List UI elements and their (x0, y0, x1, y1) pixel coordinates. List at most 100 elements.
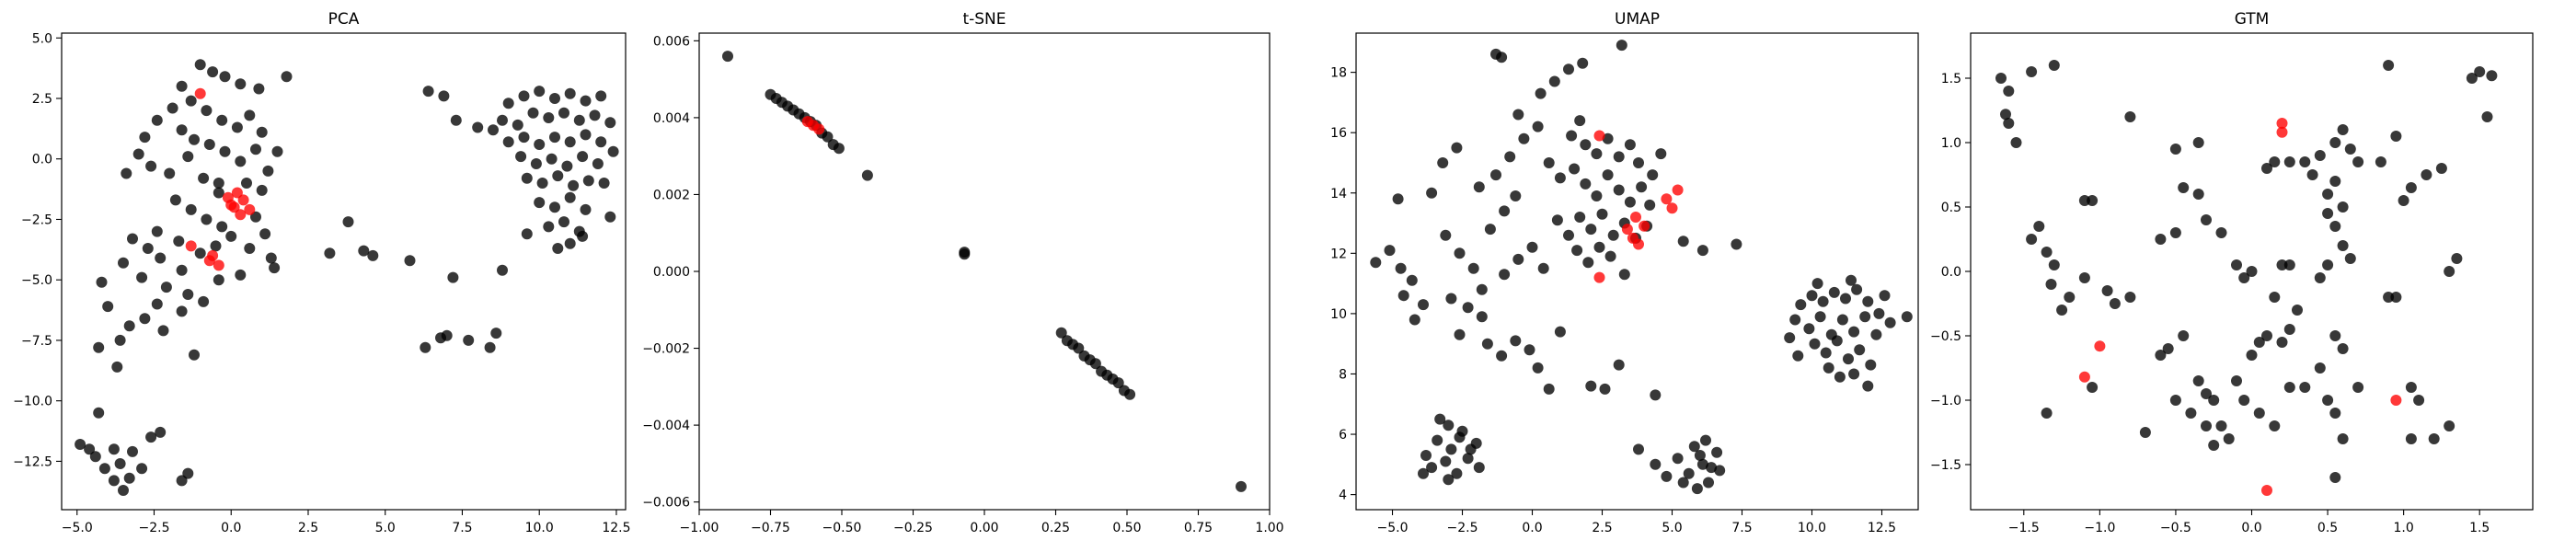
data-point (1820, 347, 1832, 359)
y-tick-label: −1.0 (1930, 394, 1961, 408)
data-point (235, 78, 247, 90)
data-point (2048, 60, 2060, 71)
axes-pca: PCA −5.0 −2.5 0.0 2.5 5.0 7.5 10.0 12.5 −12.5 −10.… (13, 10, 630, 535)
data-point (2208, 440, 2220, 451)
data-point (595, 90, 607, 102)
data-point (1703, 477, 1714, 489)
data-point (1602, 169, 1614, 181)
highlighted-data-point (813, 123, 825, 135)
data-point (2231, 375, 2242, 386)
data-point (1580, 139, 1592, 151)
y-tick-label: 14 (1330, 187, 1347, 201)
data-point (2405, 182, 2417, 193)
data-point (2223, 433, 2235, 444)
data-point (2383, 292, 2395, 303)
data-point (2329, 408, 2341, 419)
data-point (176, 475, 188, 487)
data-point (2352, 156, 2364, 167)
data-point (552, 243, 564, 254)
data-point (185, 203, 197, 215)
highlighted-data-point (1661, 193, 1673, 205)
x-tick-label: −1.0 (2084, 521, 2115, 535)
data-point (136, 463, 148, 475)
x-tick-label: 0.0 (2241, 521, 2261, 535)
data-point (2269, 156, 2281, 167)
data-point (595, 136, 607, 148)
data-point (1700, 434, 1711, 446)
data-point (2185, 408, 2197, 419)
data-point (1512, 253, 1524, 265)
data-point (592, 158, 604, 169)
data-point (1467, 262, 1479, 274)
data-point (269, 262, 281, 274)
data-point (1633, 443, 1644, 455)
data-point (173, 236, 185, 247)
data-point (2337, 343, 2349, 354)
highlighted-data-point (237, 194, 249, 206)
data-point (1124, 388, 1136, 400)
data-point (1551, 214, 1563, 226)
x-tick-label: 5.0 (375, 521, 396, 535)
data-point (527, 107, 539, 119)
data-point (1437, 157, 1449, 168)
y-tick-label: −1.5 (1930, 458, 1961, 473)
y-tick-label: −10.0 (13, 395, 52, 409)
data-point (2283, 382, 2295, 393)
data-point (1490, 169, 1501, 181)
data-point (1831, 335, 1843, 347)
highlighted-data-point (1630, 212, 1641, 223)
data-point (1499, 269, 1511, 281)
data-point (182, 289, 194, 300)
data-point (1809, 338, 1821, 350)
highlighted-data-point (185, 240, 197, 252)
data-point (1655, 148, 1667, 160)
data-point (151, 114, 163, 126)
data-point (194, 247, 206, 259)
data-point (549, 93, 560, 104)
y-tick-label: 0.000 (653, 265, 690, 280)
data-point (1714, 465, 1726, 477)
data-point (151, 225, 163, 237)
data-point (256, 126, 268, 138)
data-point (145, 431, 157, 443)
data-point (2451, 253, 2463, 264)
umap-title: UMAP (1615, 10, 1660, 29)
data-point (1683, 467, 1695, 479)
data-point (959, 248, 971, 260)
highlighted-data-point (194, 87, 206, 99)
data-point (2192, 375, 2204, 386)
data-point (96, 276, 108, 288)
data-point (1706, 462, 1718, 474)
y-tick-label: −2.5 (21, 213, 52, 227)
data-point (2033, 221, 2045, 232)
data-point (722, 51, 733, 63)
highlighted-data-point (1672, 184, 1684, 196)
data-point (176, 124, 188, 136)
data-point (1510, 190, 1522, 201)
umap-plot-frame (1355, 32, 1919, 511)
data-point (1473, 462, 1485, 474)
data-point (1691, 483, 1703, 495)
data-point (1865, 359, 1877, 371)
pca-title: PCA (328, 10, 360, 29)
data-point (404, 255, 416, 267)
data-point (157, 325, 169, 337)
data-point (1828, 286, 1840, 298)
data-point (2466, 73, 2478, 84)
data-point (1504, 151, 1516, 163)
data-point (564, 136, 576, 148)
data-point (342, 216, 354, 228)
data-point (1454, 328, 1466, 340)
data-point (235, 155, 247, 167)
data-point (1462, 453, 1474, 465)
data-point (1563, 229, 1574, 241)
data-point (1563, 63, 1574, 75)
data-point (1862, 380, 1874, 392)
data-point (2201, 388, 2212, 399)
data-point (151, 298, 163, 310)
data-point (75, 439, 86, 450)
y-tick-label: 0.0 (32, 153, 52, 167)
data-point (102, 301, 114, 313)
data-point (213, 178, 224, 189)
